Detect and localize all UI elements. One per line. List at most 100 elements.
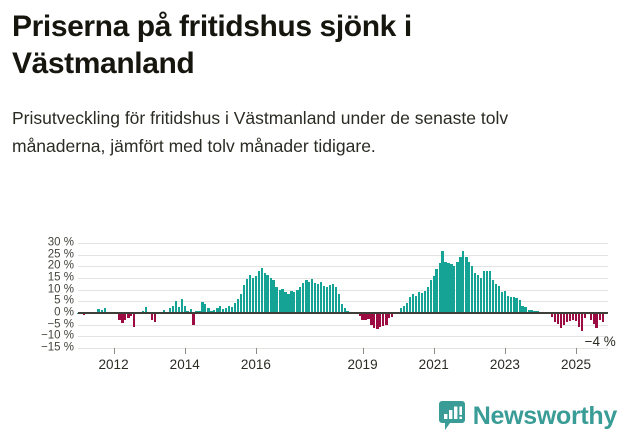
bar [479, 278, 483, 313]
bar [180, 298, 183, 313]
value-annotation: −4 % [584, 333, 616, 349]
y-axis-tick-label: 5 % [54, 294, 74, 307]
bar [370, 313, 373, 326]
bar [521, 306, 524, 313]
bar [103, 307, 106, 313]
bar [364, 313, 367, 321]
bar [343, 308, 346, 313]
bar [314, 282, 317, 313]
bar [483, 271, 486, 313]
bar [399, 308, 403, 313]
x-axis-tick-label: 2023 [489, 357, 520, 372]
bar [367, 313, 370, 319]
bar [319, 281, 323, 313]
bar [379, 313, 382, 327]
bar [583, 313, 587, 318]
bar [589, 313, 593, 320]
x-axis-tick-label: 2016 [240, 357, 271, 372]
bar [248, 274, 251, 313]
bar [230, 307, 234, 313]
bar [100, 310, 103, 313]
bar [453, 266, 456, 313]
bar [509, 296, 513, 313]
bar [281, 288, 284, 313]
bar [308, 281, 311, 313]
gridline [78, 336, 608, 338]
gridline [78, 324, 608, 326]
bar [554, 313, 557, 323]
bar [580, 313, 584, 331]
bar [225, 308, 228, 313]
bar [577, 313, 580, 327]
bar [376, 313, 379, 330]
bar [251, 278, 255, 313]
bar [305, 280, 308, 313]
bar [571, 313, 575, 320]
bar [390, 313, 394, 317]
bar [450, 264, 453, 313]
x-axis-tick [575, 348, 577, 354]
bar [340, 303, 344, 313]
x-axis-tick-label: 2025 [560, 357, 592, 372]
bar [236, 299, 240, 313]
bar [228, 305, 231, 313]
bar [358, 313, 361, 316]
bar [468, 261, 471, 313]
bar [477, 274, 480, 313]
bar [245, 279, 249, 313]
bar [470, 266, 474, 313]
bar [275, 287, 278, 313]
bar [334, 287, 338, 313]
bar [162, 310, 166, 313]
bar [284, 292, 287, 313]
bar-chart-speech-bubble-icon [438, 401, 465, 431]
bar [456, 261, 459, 313]
bar [435, 268, 438, 313]
bar [124, 313, 127, 320]
bar [559, 313, 563, 329]
bar [287, 294, 290, 313]
bar [168, 308, 171, 313]
bar [429, 280, 432, 313]
bar [506, 295, 509, 313]
bar [441, 251, 444, 313]
bar [420, 293, 424, 313]
bar [497, 286, 500, 313]
bar [533, 310, 536, 313]
newsworthy-logo: Newsworthy [438, 401, 618, 431]
bar [405, 302, 409, 313]
page-subtitle: Prisutveckling för fritidshus i Västmanl… [12, 108, 509, 156]
bar [474, 273, 477, 313]
x-axis-tick-label: 2019 [347, 357, 378, 372]
bar [432, 275, 435, 313]
bar [438, 262, 441, 313]
bar [337, 294, 340, 313]
bar [574, 313, 578, 322]
chart-plot-area [76, 243, 608, 349]
bar [293, 292, 296, 313]
bar [257, 271, 260, 313]
bar [189, 309, 192, 313]
bar [515, 297, 518, 313]
bar [325, 287, 329, 313]
x-axis-tick [504, 348, 506, 354]
bar [524, 307, 527, 313]
x-axis-tick [433, 348, 435, 354]
y-axis-tick-label: 0 % [54, 306, 74, 319]
bar [361, 313, 364, 320]
bar [183, 305, 186, 313]
bar [503, 290, 506, 313]
bar [527, 309, 530, 313]
bar [598, 313, 601, 320]
bar [242, 285, 246, 313]
bar [417, 292, 420, 313]
bar [210, 310, 213, 313]
bar [234, 303, 237, 313]
bar [388, 313, 391, 318]
bar [494, 283, 498, 313]
bar [154, 313, 157, 323]
gridline [78, 289, 608, 291]
newsworthy-wordmark: Newsworthy [472, 401, 618, 430]
bar [346, 310, 349, 313]
gridline [78, 254, 608, 256]
